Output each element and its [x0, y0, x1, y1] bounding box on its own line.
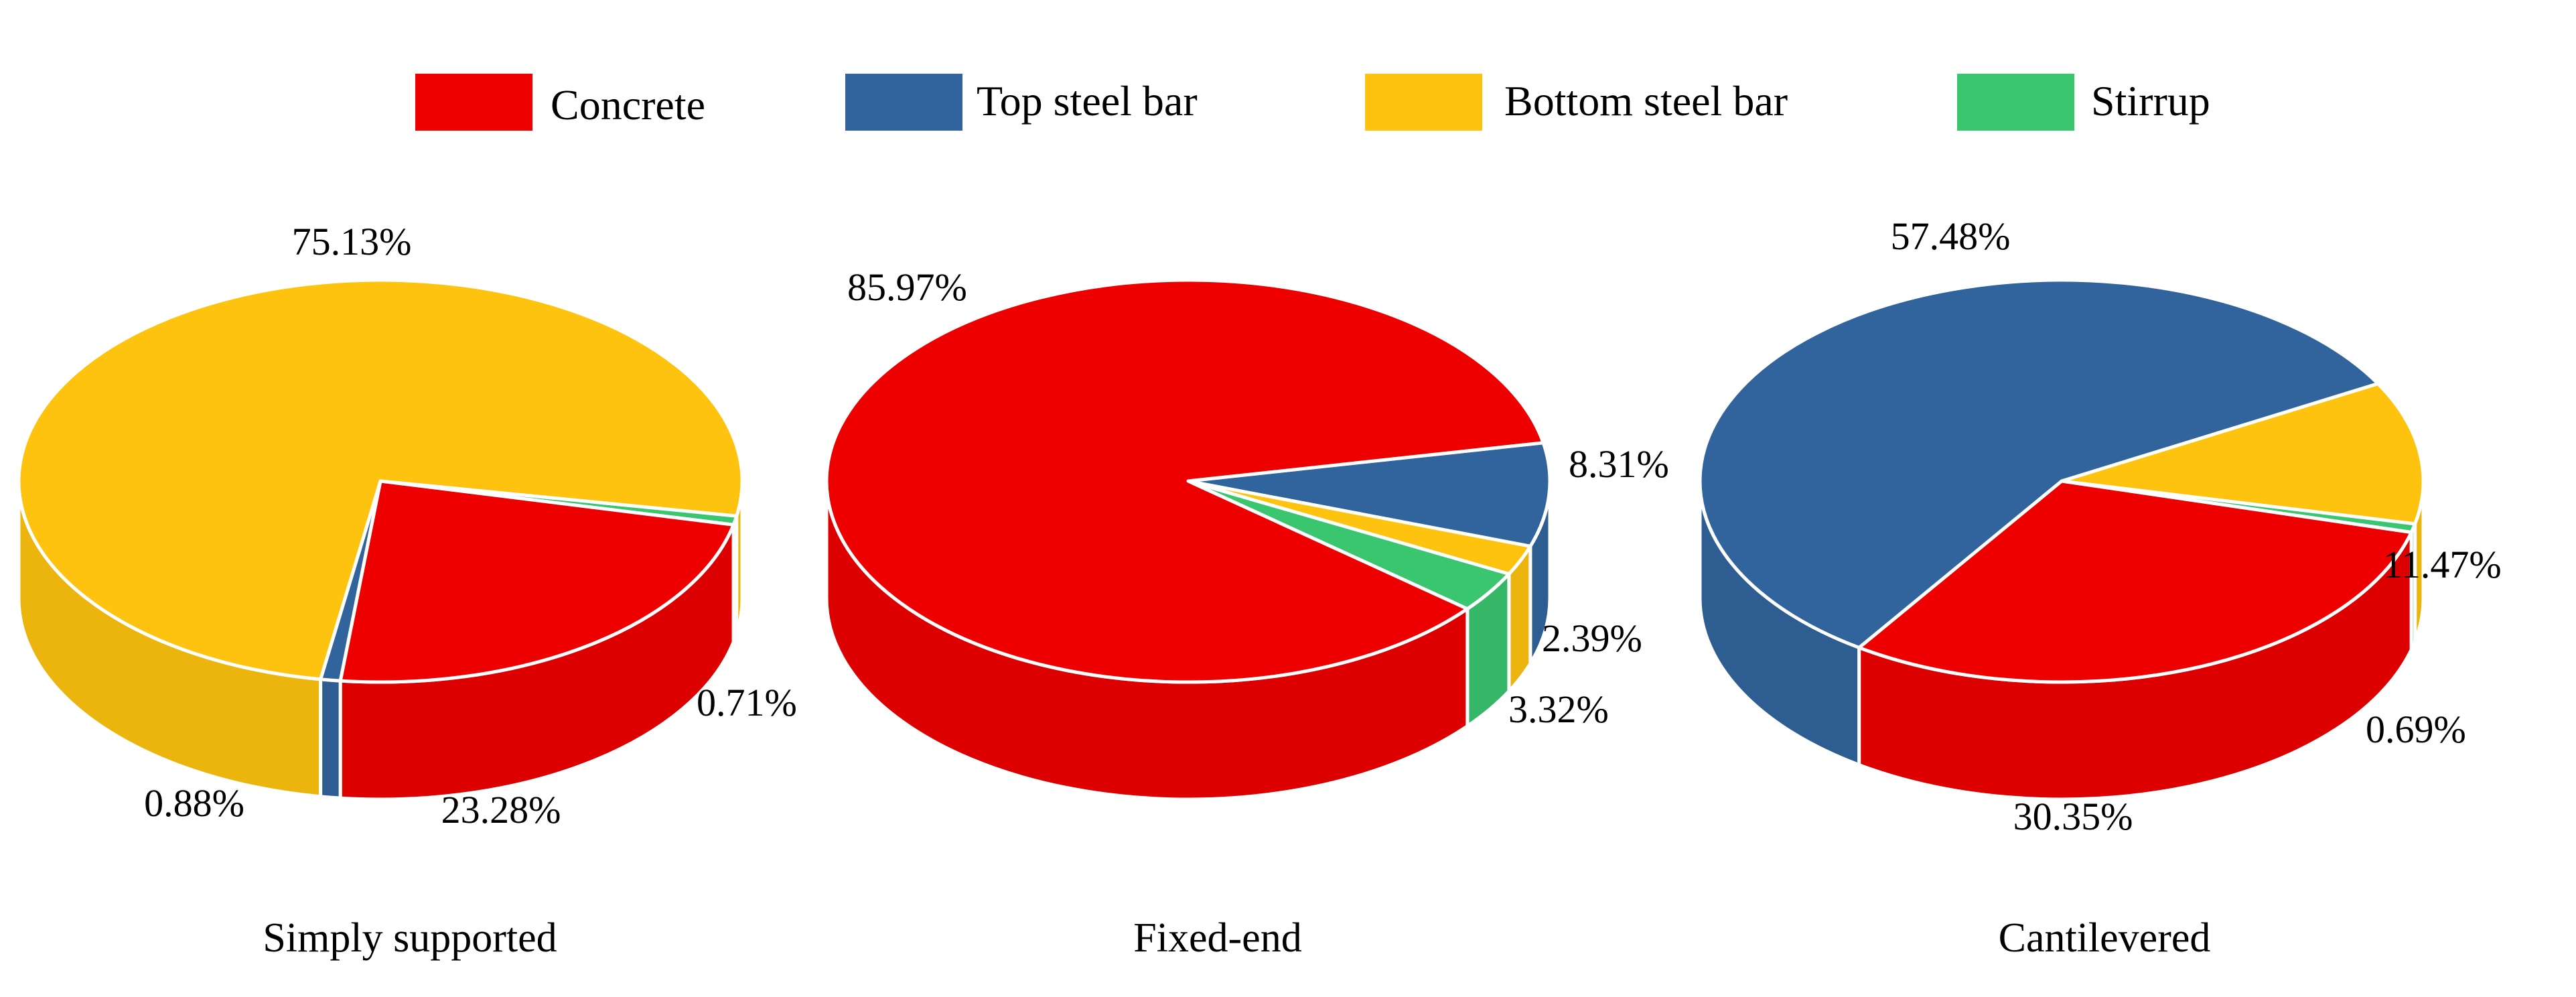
legend-swatch-stirrup — [1957, 74, 2074, 131]
pie-label-top-steel-bar: 0.88% — [144, 781, 244, 825]
pie-slice-top-steel-bar — [1698, 278, 2380, 650]
pie-top-faces — [1698, 278, 2425, 684]
pie-chart-cantilevered: 11.47% 0.69% 30.35% 57.48% — [1698, 214, 2502, 838]
pie-top-faces — [17, 278, 744, 684]
pie-side-walls — [825, 479, 1552, 801]
chart-title-simply-supported: Simply supported — [263, 915, 557, 961]
chart-title-cantilevered: Cantilevered — [1999, 915, 2211, 961]
pie-side-top-steel-bar — [319, 677, 342, 800]
pie-label-stirrup: 3.32% — [1508, 687, 1609, 731]
pie-chart-simply-supported: 0.71% 23.28% 0.88% 75.13% — [17, 220, 797, 832]
pie-label-top-steel-bar: 8.31% — [1569, 442, 1669, 486]
pie-slice-bottom-steel-bar — [17, 278, 744, 681]
pie-slice-concrete — [338, 479, 735, 684]
legend: Concrete Top steel bar Bottom steel bar … — [415, 74, 2210, 131]
legend-swatch-concrete — [415, 74, 532, 131]
pie-label-stirrup: 0.69% — [2366, 708, 2466, 751]
legend-label-concrete: Concrete — [551, 81, 705, 129]
legend-item-bottom-steel-bar: Bottom steel bar — [1365, 74, 1788, 131]
pie-slice-bottom-steel-bar — [2060, 382, 2425, 526]
pie-label-bottom-steel-bar: 75.13% — [292, 220, 412, 263]
pie-label-bottom-steel-bar: 11.47% — [2383, 543, 2502, 586]
legend-label-bottom-steel-bar: Bottom steel bar — [1504, 77, 1788, 125]
pie-label-top-steel-bar: 57.48% — [1891, 214, 2011, 258]
pie-label-stirrup: 0.71% — [697, 681, 797, 724]
legend-label-top-steel-bar: Top steel bar — [977, 77, 1198, 125]
legend-swatch-top-steel-bar — [845, 74, 962, 131]
legend-label-stirrup: Stirrup — [2091, 77, 2210, 125]
legend-item-concrete: Concrete — [415, 74, 705, 131]
pie-slice-concrete — [1857, 479, 2413, 684]
chart-title-fixed-end: Fixed-end — [1133, 915, 1301, 961]
legend-item-top-steel-bar: Top steel bar — [845, 74, 1198, 131]
pie-label-concrete: 30.35% — [2013, 795, 2133, 838]
pie-label-concrete: 23.28% — [441, 788, 561, 832]
pie-top-faces — [825, 278, 1552, 684]
pie-slice-top-steel-bar — [1186, 441, 1552, 548]
pie-slice-concrete — [825, 278, 1545, 684]
pie-label-bottom-steel-bar: 2.39% — [1542, 616, 1642, 660]
legend-item-stirrup: Stirrup — [1957, 74, 2210, 131]
pie-chart-fixed-end: 8.31% 2.39% 3.32% 85.97% — [825, 265, 1669, 801]
pie-label-concrete: 85.97% — [847, 265, 967, 309]
legend-swatch-bottom-steel-bar — [1365, 74, 1482, 131]
